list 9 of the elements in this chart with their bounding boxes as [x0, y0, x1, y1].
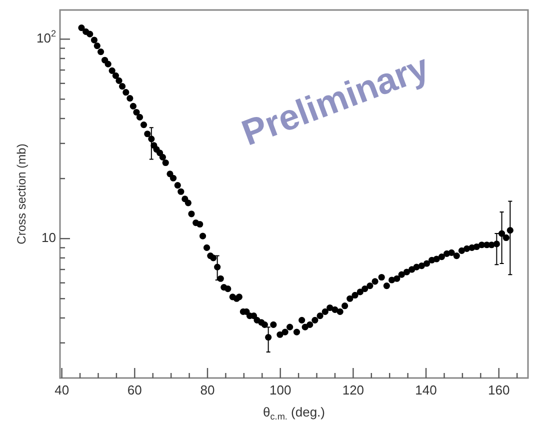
x-tick-label: 140	[415, 382, 437, 398]
x-tick-label: 40	[54, 382, 70, 398]
x-tick-label: 100	[269, 382, 292, 398]
x-tick-label: 120	[342, 382, 364, 398]
y-tick-label: 10	[42, 230, 56, 246]
y-axis-title: Cross section (mb)	[14, 144, 28, 244]
x-tick-label: 60	[127, 382, 142, 398]
x-tick-label: 160	[488, 382, 510, 398]
x-tick-label: 80	[200, 382, 215, 398]
